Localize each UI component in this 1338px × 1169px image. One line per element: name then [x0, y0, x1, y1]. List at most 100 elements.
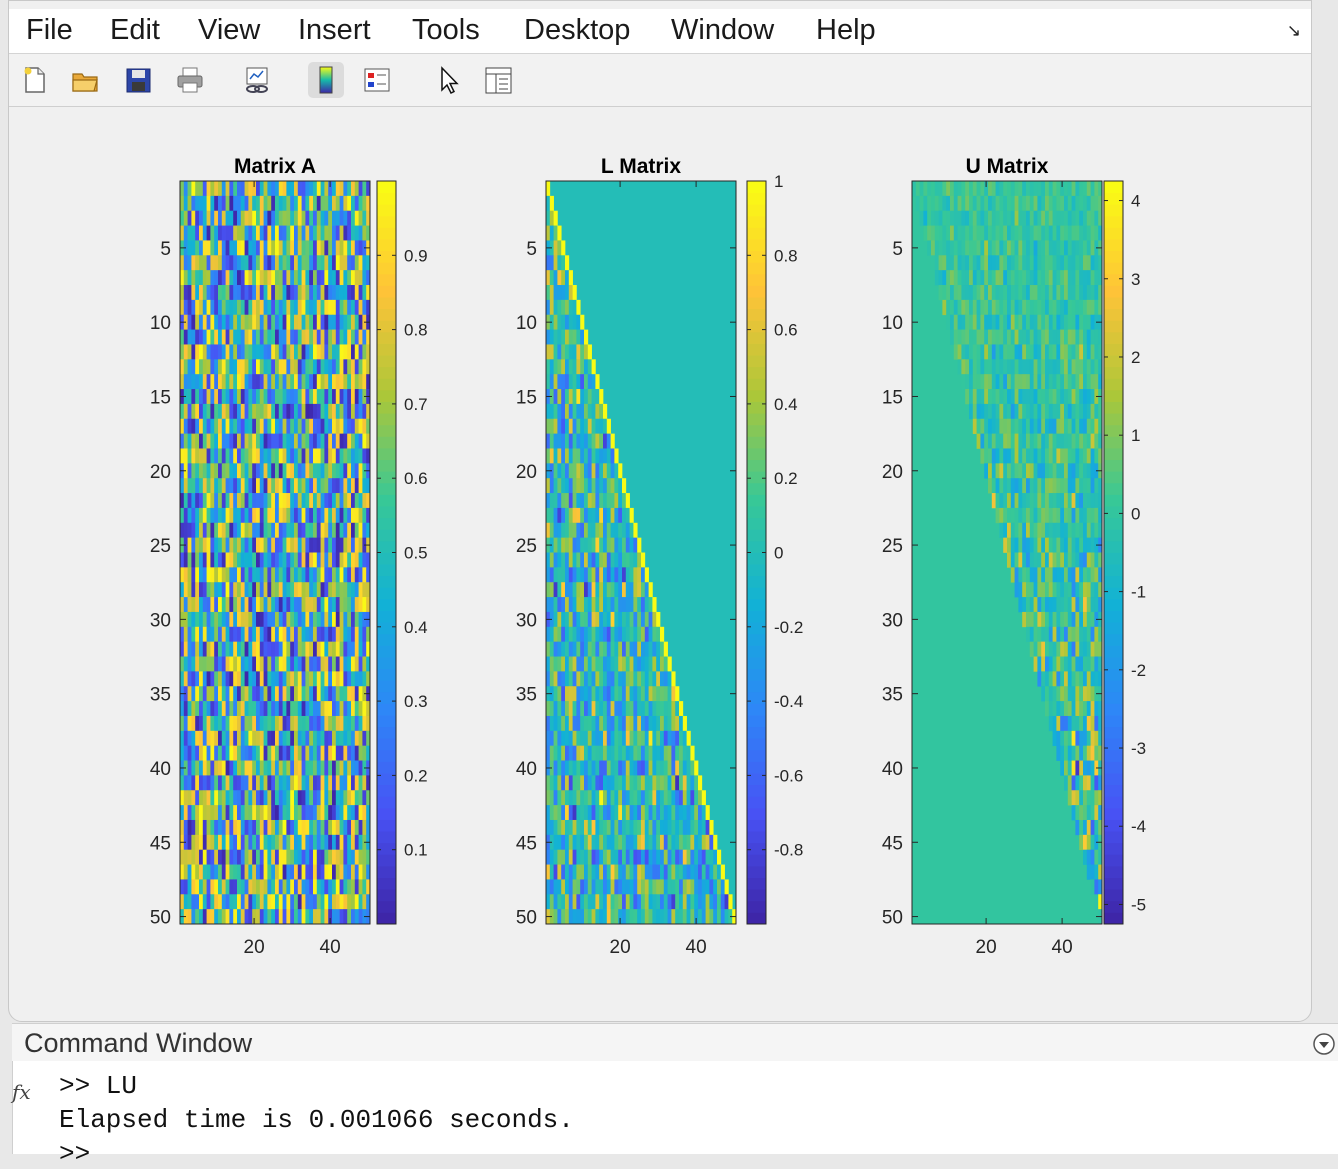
heatmap-cell [633, 567, 637, 582]
heatmap-cell [210, 894, 214, 909]
heatmap-cell [317, 196, 321, 211]
heatmap-cell [248, 344, 252, 359]
heatmap-cell [969, 196, 973, 211]
colorbar-strip [747, 773, 766, 785]
heatmap-cell [984, 196, 988, 211]
heatmap-cell [317, 419, 321, 434]
heatmap-cell [222, 761, 226, 776]
heatmap-cell [188, 448, 192, 463]
heatmap-cell [1053, 344, 1057, 359]
heatmap-cell [207, 850, 211, 865]
heatmap-cell [245, 686, 249, 701]
heatmap-cell [687, 731, 691, 746]
heatmap-cell [343, 567, 347, 582]
heatmap-cell [336, 196, 340, 211]
heatmap-cell [573, 538, 577, 553]
heatmap-cell [599, 879, 603, 894]
heatmap-cell [286, 463, 290, 478]
heatmap-cell [961, 344, 965, 359]
heatmap-cell [351, 344, 355, 359]
heatmap-cell [207, 434, 211, 449]
heatmap-cell [595, 775, 599, 790]
heatmap-cell [248, 671, 252, 686]
heatmap-cell [1091, 240, 1095, 255]
heatmap-cell [210, 523, 214, 538]
heatmap-cell [569, 894, 573, 909]
heatmap-cell [614, 567, 618, 582]
heatmap-cell [1026, 211, 1030, 226]
heatmap-cell [1022, 434, 1026, 449]
heatmap-cell [207, 255, 211, 270]
heatmap-cell [588, 820, 592, 835]
heatmap-cell [241, 686, 245, 701]
heatmap-cell [343, 448, 347, 463]
heatmap-cell [1091, 300, 1095, 315]
heatmap-cell [191, 894, 195, 909]
heatmap-cell [191, 820, 195, 835]
heatmap-cell [1079, 344, 1083, 359]
heatmap-cell [565, 493, 569, 508]
heatmap-cell [241, 582, 245, 597]
heatmap-cell [584, 701, 588, 716]
heatmap-cell [355, 820, 359, 835]
heatmap-cell [226, 374, 230, 389]
heatmap-cell [317, 627, 321, 642]
heatmap-cell [324, 597, 328, 612]
heatmap-cell [565, 612, 569, 627]
heatmap-cell [305, 538, 309, 553]
heatmap-cell [958, 196, 962, 211]
heatmap-cell [233, 240, 237, 255]
heatmap-cell [603, 493, 607, 508]
heatmap-cell [324, 315, 328, 330]
y-tick-label: 35 [150, 685, 171, 706]
heatmap-cell [1007, 523, 1011, 538]
heatmap-cell [557, 865, 561, 880]
y-tick-label: 40 [516, 759, 537, 780]
heatmap-cell [233, 493, 237, 508]
heatmap-cell [592, 523, 596, 538]
heatmap-cell [222, 671, 226, 686]
heatmap-cell [256, 196, 260, 211]
colorbar-strip [747, 239, 766, 251]
heatmap-cell [656, 790, 660, 805]
heatmap-cell [275, 805, 279, 820]
heatmap-cell [241, 419, 245, 434]
heatmap-cell [931, 211, 935, 226]
heatmap-cell [355, 761, 359, 776]
heatmap-cell [218, 612, 222, 627]
heatmap-cell [569, 508, 573, 523]
heatmap-cell [191, 196, 195, 211]
heatmap-cell [1011, 374, 1015, 389]
heatmap-cell [275, 790, 279, 805]
heatmap-cell [1094, 255, 1098, 270]
heatmap-cell [336, 553, 340, 568]
heatmap-cell [237, 567, 241, 582]
heatmap-cell [241, 226, 245, 241]
heatmap-cell [999, 300, 1003, 315]
heatmap-cell [557, 240, 561, 255]
heatmap-cell [313, 865, 317, 880]
heatmap-cell [977, 240, 981, 255]
heatmap-cell [550, 493, 554, 508]
heatmap-cell [317, 805, 321, 820]
heatmap-cell [241, 255, 245, 270]
heatmap-cell [630, 850, 634, 865]
heatmap-cell [199, 404, 203, 419]
heatmap-cell [359, 850, 363, 865]
heatmap-cell [996, 285, 1000, 300]
colorbar-strip [377, 494, 396, 506]
heatmap-cell [1056, 404, 1060, 419]
heatmap-cell [984, 359, 988, 374]
heatmap-cell [184, 894, 188, 909]
heatmap-cell [222, 419, 226, 434]
heatmap-cell [233, 716, 237, 731]
heatmap-cell [584, 731, 588, 746]
heatmap-cell [340, 523, 344, 538]
heatmap-cell [286, 434, 290, 449]
heatmap-cell [554, 389, 558, 404]
heatmap-cell [248, 404, 252, 419]
heatmap-cell [580, 359, 584, 374]
heatmap-cell [652, 612, 656, 627]
heatmap-cell [1011, 285, 1015, 300]
heatmap-cell [309, 597, 313, 612]
